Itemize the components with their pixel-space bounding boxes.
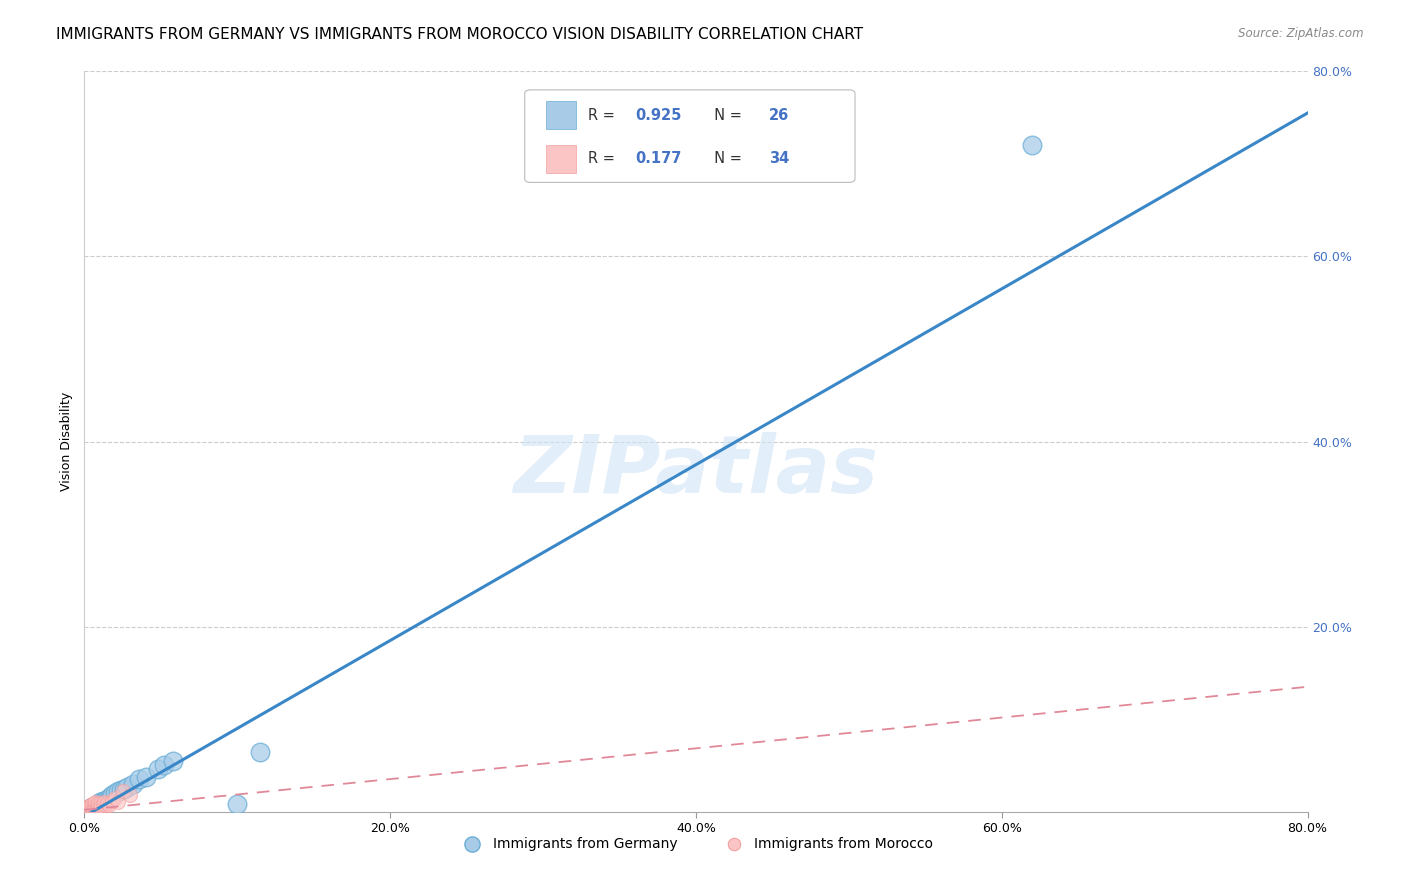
Point	[97, 790, 120, 805]
Point	[153, 758, 176, 772]
Point	[226, 797, 249, 812]
Point	[84, 801, 107, 815]
Point	[135, 770, 157, 784]
Point	[128, 772, 150, 787]
Point	[83, 801, 105, 815]
Text: 26: 26	[769, 108, 790, 122]
Text: R =: R =	[588, 152, 620, 166]
Point	[86, 798, 108, 813]
Text: 0.177: 0.177	[636, 152, 681, 166]
Point	[146, 762, 169, 776]
Text: Source: ZipAtlas.com: Source: ZipAtlas.com	[1239, 27, 1364, 40]
Y-axis label: Vision Disability: Vision Disability	[60, 392, 73, 491]
Point	[93, 796, 115, 810]
Point	[80, 797, 103, 812]
Point	[84, 799, 107, 814]
FancyBboxPatch shape	[546, 101, 576, 129]
Point	[94, 793, 117, 807]
Point	[77, 802, 100, 816]
Point	[87, 797, 110, 811]
Point	[111, 784, 134, 798]
Point	[89, 797, 111, 812]
Point	[93, 794, 115, 808]
Point	[76, 800, 98, 814]
Point	[110, 783, 132, 797]
Point	[80, 802, 103, 816]
Point	[83, 800, 105, 814]
Point	[86, 797, 108, 812]
Point	[1021, 138, 1043, 153]
Point	[96, 797, 118, 811]
Point	[80, 800, 103, 814]
Text: IMMIGRANTS FROM GERMANY VS IMMIGRANTS FROM MOROCCO VISION DISABILITY CORRELATION: IMMIGRANTS FROM GERMANY VS IMMIGRANTS FR…	[56, 27, 863, 42]
Point	[80, 800, 103, 814]
Point	[104, 790, 127, 805]
Point	[77, 802, 100, 816]
Point	[77, 800, 100, 814]
Text: N =: N =	[704, 108, 747, 122]
FancyBboxPatch shape	[546, 145, 576, 173]
FancyBboxPatch shape	[524, 90, 855, 183]
Legend: Immigrants from Germany, Immigrants from Morocco: Immigrants from Germany, Immigrants from…	[453, 831, 939, 856]
Point	[84, 796, 107, 810]
Point	[97, 798, 120, 813]
Point	[122, 777, 145, 791]
Point	[86, 800, 108, 814]
Point	[75, 802, 97, 816]
Point	[162, 754, 184, 768]
Point	[90, 799, 112, 814]
Point	[107, 796, 129, 810]
Point	[94, 798, 117, 813]
Point	[104, 786, 127, 800]
Point	[83, 799, 105, 814]
Point	[249, 745, 271, 759]
Point	[89, 796, 111, 810]
Point	[101, 788, 124, 802]
Point	[107, 784, 129, 798]
Text: 34: 34	[769, 152, 790, 166]
Point	[98, 789, 121, 804]
Point	[101, 794, 124, 808]
Point	[83, 797, 105, 811]
Text: ZIPatlas: ZIPatlas	[513, 432, 879, 510]
Text: N =: N =	[704, 152, 747, 166]
Point	[76, 801, 98, 815]
Point	[91, 794, 114, 808]
Point	[79, 798, 101, 813]
Point	[115, 780, 138, 794]
Point	[91, 798, 114, 813]
Point	[79, 801, 101, 815]
Point	[120, 788, 142, 802]
Point	[79, 800, 101, 814]
Point	[89, 801, 111, 815]
Text: R =: R =	[588, 108, 620, 122]
Point	[87, 800, 110, 814]
Point	[87, 797, 110, 812]
Point	[112, 781, 135, 796]
Text: 0.925: 0.925	[636, 108, 681, 122]
